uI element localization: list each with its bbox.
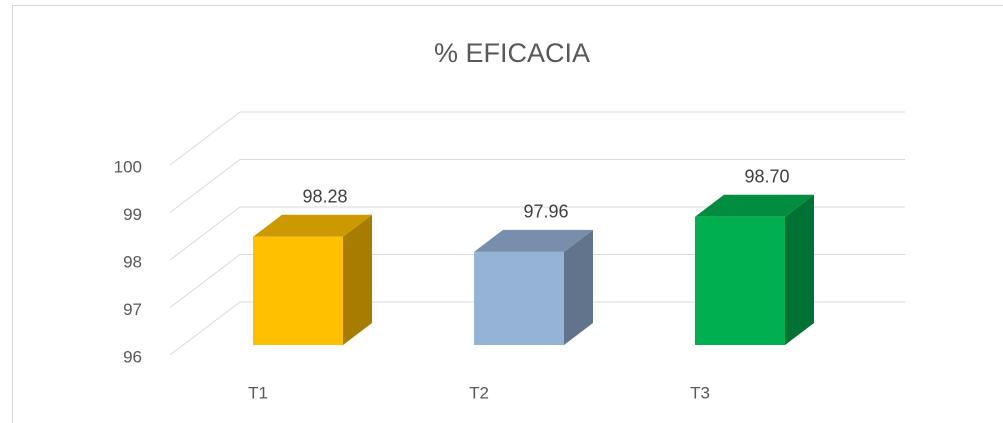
chart-title: % EFICACIA — [434, 38, 590, 68]
value-label: 98.70 — [744, 167, 789, 187]
grid-line — [169, 159, 905, 213]
y-tick-label: 99 — [123, 205, 142, 224]
bar-front — [695, 216, 785, 345]
y-tick-label: 97 — [123, 300, 142, 319]
x-tick-label: T2 — [469, 383, 489, 402]
y-tick-label: 96 — [123, 347, 142, 366]
bar-top — [253, 214, 372, 237]
bar-side — [785, 194, 814, 345]
bar-top — [474, 229, 593, 252]
value-label: 98.28 — [302, 186, 347, 206]
bar-side — [564, 229, 593, 345]
x-tick-label: T1 — [248, 383, 268, 402]
bar — [253, 214, 372, 345]
bar-side — [343, 214, 372, 345]
bar — [695, 194, 814, 345]
bar-front — [474, 251, 564, 345]
bar — [474, 229, 593, 345]
grid-line — [169, 206, 905, 261]
value-label: 97.96 — [523, 202, 568, 222]
x-tick-label: T3 — [690, 383, 710, 402]
y-tick-label: 100 — [114, 157, 142, 176]
grid-line — [169, 301, 905, 356]
grid-line — [169, 254, 905, 308]
y-tick-label: 98 — [123, 252, 142, 271]
bar-top — [695, 194, 814, 217]
bar-front — [253, 236, 343, 345]
grid-line — [169, 111, 905, 166]
chart-frame — [12, 5, 1003, 423]
